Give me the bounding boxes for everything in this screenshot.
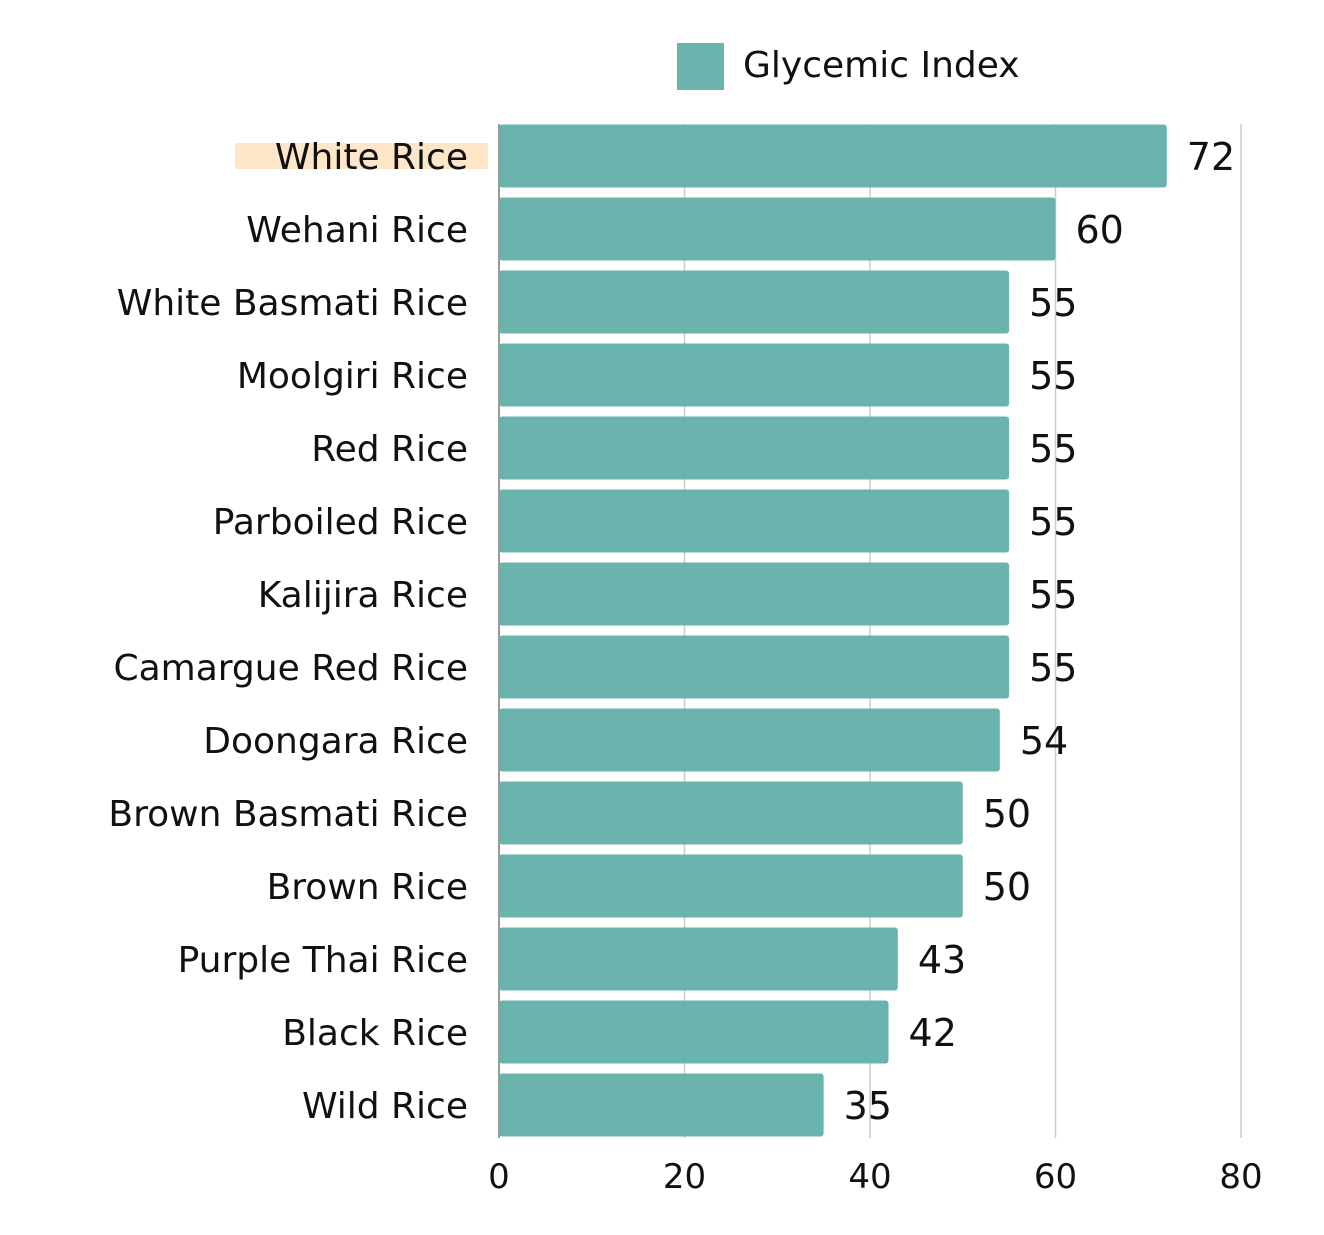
category-highlight	[235, 143, 488, 169]
value-label: 72	[1187, 135, 1235, 179]
value-label: 60	[1076, 208, 1124, 252]
bars	[499, 124, 1167, 1137]
bar	[499, 927, 898, 991]
legend: Glycemic Index	[677, 43, 1020, 90]
category-label: Parboiled Rice	[213, 502, 468, 543]
bar	[499, 489, 1010, 553]
value-label: 55	[1029, 354, 1077, 398]
value-label: 55	[1029, 500, 1077, 544]
bar	[499, 854, 963, 918]
value-label: 35	[844, 1084, 892, 1128]
legend-swatch	[677, 43, 724, 90]
category-label: White Rice	[275, 137, 468, 178]
value-label: 43	[918, 938, 966, 982]
value-label: 55	[1029, 646, 1077, 690]
category-label: Moolgiri Rice	[237, 356, 468, 397]
bar	[499, 708, 1000, 772]
category-label: Doongara Rice	[203, 721, 468, 762]
category-label: Kalijira Rice	[258, 575, 468, 616]
value-labels: 72 60 55 55 55 55 55 55 54 50 50 43 42 35	[844, 135, 1236, 1128]
highlight-band	[235, 143, 488, 169]
value-label: 54	[1020, 719, 1068, 763]
bar	[499, 197, 1056, 261]
value-label: 55	[1029, 573, 1077, 617]
category-label: Wehani Rice	[246, 210, 468, 251]
x-tick-label: 40	[848, 1157, 891, 1197]
category-label: Brown Rice	[267, 867, 468, 908]
category-label: White Basmati Rice	[117, 283, 468, 324]
bar	[499, 416, 1010, 480]
x-tick-label: 20	[663, 1157, 706, 1197]
category-label: Purple Thai Rice	[178, 940, 468, 981]
category-label: Brown Basmati Rice	[108, 794, 468, 835]
legend-label: Glycemic Index	[743, 45, 1020, 86]
bar	[499, 562, 1010, 626]
bar	[499, 270, 1010, 334]
x-tick-label: 60	[1034, 1157, 1077, 1197]
x-axis: 0 20 40 60 80	[488, 124, 1263, 1197]
value-label: 55	[1029, 427, 1077, 471]
value-label: 50	[983, 865, 1031, 909]
category-labels: White Rice Wehani Rice White Basmati Rice M…	[108, 137, 468, 1127]
category-label: Camargue Red Rice	[113, 648, 468, 689]
bar	[499, 1073, 824, 1137]
x-tick-label: 0	[488, 1157, 510, 1197]
value-label: 50	[983, 792, 1031, 836]
value-label: 55	[1029, 281, 1077, 325]
x-tick-label: 80	[1219, 1157, 1262, 1197]
category-label: Red Rice	[311, 429, 468, 470]
bar	[499, 124, 1167, 188]
category-label: Wild Rice	[302, 1086, 468, 1127]
category-label: Black Rice	[282, 1013, 468, 1054]
bar	[499, 1000, 889, 1064]
bar	[499, 343, 1010, 407]
bar	[499, 781, 963, 845]
value-label: 42	[909, 1011, 957, 1055]
bar	[499, 635, 1010, 699]
